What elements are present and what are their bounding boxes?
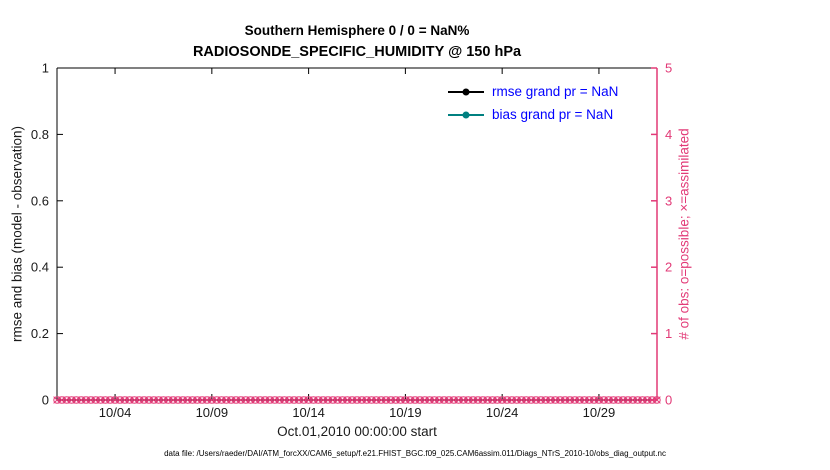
svg-text:10/24: 10/24 — [486, 405, 519, 420]
rmse-marker-dot — [462, 88, 470, 95]
legend-row-rmse: rmse grand pr = NaN — [448, 80, 618, 103]
obs-count-markers — [53, 396, 661, 404]
x-tick-labels: 10/04 10/09 10/14 10/19 10/24 10/29 — [99, 405, 615, 420]
svg-text:10/04: 10/04 — [99, 405, 132, 420]
svg-text:4: 4 — [665, 127, 672, 142]
svg-text:10/19: 10/19 — [389, 405, 422, 420]
left-y-tick-labels: 0 0.2 0.4 0.6 0.8 1 — [31, 61, 49, 408]
x-axis-label: Oct.01,2010 00:00:00 start — [277, 424, 437, 439]
data-file-caption: data file: /Users/raeder/DAI/ATM_forcXX/… — [164, 449, 666, 458]
svg-text:2: 2 — [665, 260, 672, 275]
svg-text:10/29: 10/29 — [583, 405, 616, 420]
svg-text:0: 0 — [665, 393, 672, 408]
legend-label-rmse: rmse grand pr = NaN — [492, 84, 619, 99]
svg-text:0: 0 — [42, 393, 49, 408]
rmse-line-sample — [448, 88, 484, 95]
svg-text:10/14: 10/14 — [292, 405, 325, 420]
svg-text:0.6: 0.6 — [31, 193, 49, 208]
svg-text:0.4: 0.4 — [31, 260, 49, 275]
svg-text:0.2: 0.2 — [31, 326, 49, 341]
right-y-axis-label: # of obs: o=possible; ×=assimilated — [676, 128, 692, 340]
left-y-axis-label: rmse and bias (model - observation) — [9, 125, 25, 343]
legend-row-bias: bias grand pr = NaN — [448, 103, 618, 126]
svg-text:0.8: 0.8 — [31, 127, 49, 142]
svg-text:3: 3 — [665, 193, 672, 208]
svg-text:10/09: 10/09 — [196, 405, 229, 420]
bias-marker-dot — [462, 111, 470, 118]
bias-line-sample — [448, 111, 484, 118]
svg-text:5: 5 — [665, 61, 672, 76]
chart-title-line2: RADIOSONDE_SPECIFIC_HUMIDITY @ 150 hPa — [192, 44, 522, 60]
legend: rmse grand pr = NaN bias grand pr = NaN — [448, 80, 618, 126]
svg-text:1: 1 — [42, 61, 49, 76]
svg-text:1: 1 — [665, 326, 672, 341]
legend-label-bias: bias grand pr = NaN — [492, 107, 614, 122]
chart-title-line1: Southern Hemisphere 0 / 0 = NaN% — [244, 23, 470, 38]
right-y-tick-labels: 0 1 2 3 4 5 — [665, 61, 672, 408]
